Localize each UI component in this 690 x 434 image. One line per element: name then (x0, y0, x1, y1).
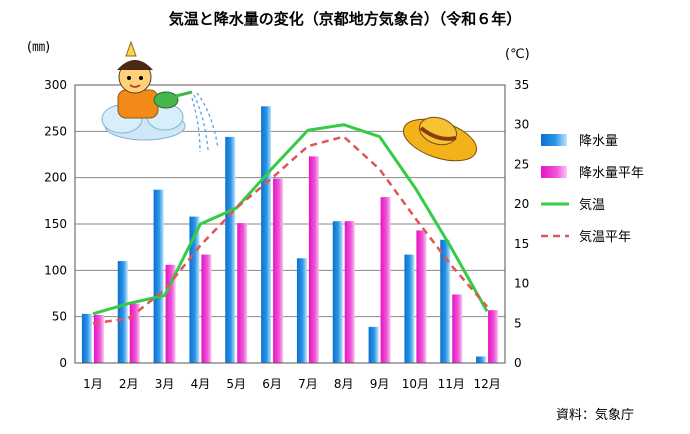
left-tick-label: 100 (44, 263, 67, 277)
bar-group (81, 106, 499, 364)
bar-precip-normal (344, 221, 355, 363)
category-label: 5月 (226, 377, 246, 391)
bar-precip (368, 326, 379, 363)
bar-precip-normal (201, 254, 212, 363)
bar-precip-normal (165, 264, 176, 363)
line-group (92, 123, 489, 325)
category-label: 12月 (473, 377, 500, 391)
bar-precip-normal (488, 310, 499, 363)
right-tick-label: 35 (514, 78, 529, 92)
left-tick-label: 250 (44, 124, 67, 138)
category-label: 3月 (155, 377, 175, 391)
bar-precip-normal (237, 223, 248, 363)
legend-label: 気温平年 (579, 229, 631, 245)
left-tick-label: 200 (44, 171, 67, 185)
legend-label: 気温 (579, 197, 605, 213)
legend-label: 降水量平年 (579, 166, 644, 181)
bar-precip (81, 313, 92, 363)
bar-precip (117, 261, 128, 363)
right-tick-label: 5 (514, 316, 522, 330)
chart-title: 気温と降水量の変化（京都地方気象台）（令和６年） (168, 10, 522, 28)
source-note: 資料：気象庁 (555, 408, 634, 423)
bar-precip-normal (273, 178, 284, 363)
legend-swatch (541, 134, 567, 146)
bar-precip-normal (380, 197, 391, 363)
left-tick-label: 0 (59, 356, 67, 370)
bar-precip (189, 216, 200, 363)
bar-precip (153, 189, 164, 363)
category-label: 9月 (370, 377, 390, 391)
bar-precip-normal (308, 156, 319, 363)
right-tick-label: 25 (514, 157, 529, 171)
right-tick-label: 20 (514, 197, 529, 211)
category-label: 10月 (402, 377, 429, 391)
straw-hat-illustration (402, 116, 478, 162)
left-tick-label: 150 (44, 217, 67, 231)
bar-precip-normal (129, 303, 140, 363)
category-label: 4月 (191, 377, 211, 391)
bar-precip (440, 239, 451, 363)
bar-precip (296, 258, 307, 363)
left-tick-label: 50 (52, 310, 67, 324)
right-tick-label: 0 (514, 356, 522, 370)
cloud-character-illustration (101, 40, 219, 153)
right-tick-label: 10 (514, 277, 529, 291)
legend-label: 降水量 (579, 134, 618, 149)
temperature-normal-line (92, 135, 489, 325)
category-label: 8月 (334, 377, 354, 391)
category-label: 2月 (119, 377, 139, 391)
right-tick-label: 15 (514, 237, 529, 251)
left-tick-label: 300 (44, 78, 67, 92)
category-label: 7月 (298, 377, 318, 391)
category-label: 11月 (438, 377, 465, 391)
bar-precip-normal (452, 294, 463, 363)
legend-swatch (541, 166, 567, 178)
temperature-line (92, 123, 489, 316)
tick-labels: 0 50 100 150 200 250 300 0 5 10 15 20 25 30 35 1月 2月 3月 4月… (44, 78, 529, 391)
bar-precip (261, 106, 272, 364)
axes (74, 84, 506, 364)
bar-precip-normal (93, 314, 104, 363)
bar-precip (476, 356, 487, 363)
left-axis-unit: (㎜) (27, 40, 51, 55)
bar-precip (404, 254, 415, 363)
bar-precip (225, 136, 236, 363)
right-tick-label: 30 (514, 118, 529, 132)
category-label: 6月 (262, 377, 282, 391)
category-label: 1月 (83, 377, 103, 391)
bar-precip (332, 221, 343, 363)
bar-precip-normal (416, 230, 427, 363)
right-axis-unit: (℃) (505, 47, 530, 62)
plot-frame (74, 84, 506, 364)
